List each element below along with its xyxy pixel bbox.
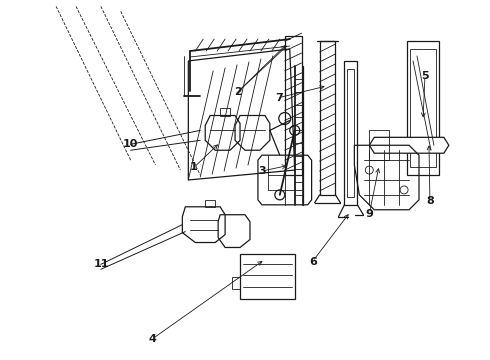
Polygon shape [369, 137, 449, 153]
Text: 5: 5 [421, 71, 429, 81]
Text: 10: 10 [123, 139, 138, 149]
Text: 11: 11 [94, 259, 109, 269]
Text: 3: 3 [258, 166, 266, 176]
Text: 1: 1 [190, 162, 198, 172]
Text: 4: 4 [148, 334, 156, 344]
Text: 7: 7 [275, 93, 283, 103]
Text: 9: 9 [366, 209, 373, 219]
Text: 8: 8 [426, 197, 434, 206]
Text: 6: 6 [309, 257, 317, 267]
Text: 2: 2 [234, 87, 242, 98]
